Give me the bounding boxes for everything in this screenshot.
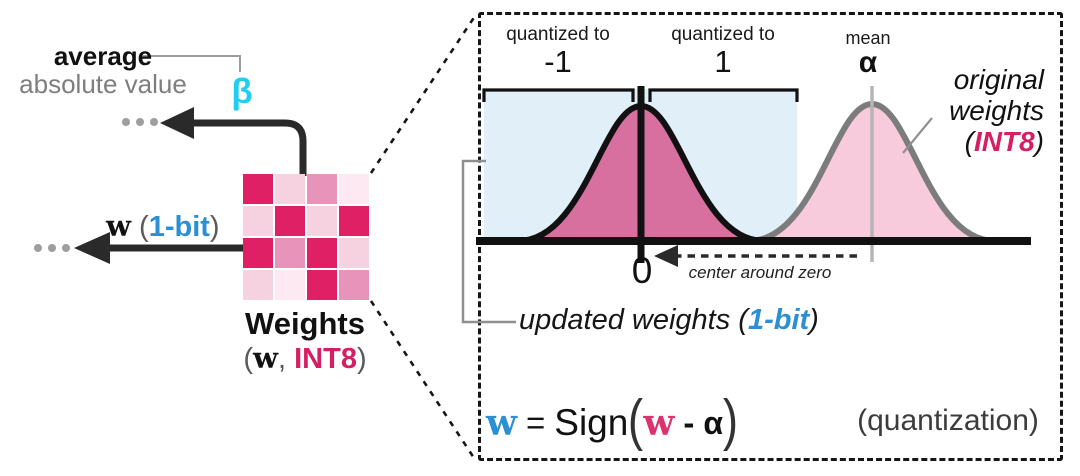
weights-matrix: [243, 174, 369, 300]
weights-title: Weights: [245, 306, 365, 341]
average-label-line2: absolute value: [19, 69, 187, 99]
alpha-symbol: α: [858, 46, 878, 79]
matrix-cell: [243, 238, 273, 268]
matrix-cell: [275, 238, 305, 268]
original-line3: (INT8): [896, 126, 1044, 157]
matrix-cell: [339, 206, 369, 236]
average-label-line1: average: [53, 41, 153, 71]
beta-arrow-line: [186, 119, 307, 176]
w-symbol: w: [253, 341, 278, 375]
zero-tick-label: 0: [631, 250, 653, 291]
quantized-value: 1: [714, 44, 732, 79]
quantized-caption: quantized to: [671, 24, 775, 45]
matrix-cell: [243, 174, 273, 204]
weights-subtitle: (w, INT8): [215, 341, 395, 376]
mean-caption: mean: [845, 28, 891, 48]
matrix-cell: [307, 238, 337, 268]
matrix-cell: [307, 174, 337, 204]
quantized-to-plus1-label: quantized to 1: [648, 24, 798, 78]
matrix-cell: [243, 206, 273, 236]
int8-text: INT8: [973, 126, 1035, 157]
matrix-cell: [339, 174, 369, 204]
int8-text: INT8: [294, 343, 357, 375]
original-weights-label: original weights (INT8): [896, 64, 1044, 157]
quantization-formula: w = Sign ( w - α ): [486, 388, 738, 452]
quantized-caption: quantized to: [506, 24, 610, 45]
open-paren: (: [738, 304, 748, 336]
matrix-cell: [275, 270, 305, 300]
close-paren: ): [209, 211, 220, 243]
quantized-to-minus1-label: quantized to -1: [482, 24, 634, 78]
formula-alpha: α: [703, 404, 723, 441]
sign-function: Sign: [554, 402, 629, 443]
average-absolute-value-label: average absolute value: [8, 42, 198, 98]
close-paren: ): [722, 388, 739, 452]
close-paren: ): [1034, 126, 1044, 157]
open-paren: (: [243, 343, 254, 375]
original-line2: weights: [949, 95, 1044, 126]
center-around-zero-note: center around zero: [688, 263, 832, 282]
1bit-text: 1-bit: [148, 211, 210, 243]
mean-alpha-label: mean α: [832, 28, 904, 78]
beta-symbol: β: [231, 72, 253, 111]
original-line1: original: [953, 64, 1044, 95]
matrix-cell: [307, 206, 337, 236]
formula-w-quantized: w: [486, 402, 517, 444]
w-1bit-label: w (1-bit): [106, 209, 220, 244]
matrix-cell: [339, 270, 369, 300]
open-paren: (: [628, 388, 644, 452]
1bit-text: 1-bit: [747, 304, 810, 336]
minus-sign: -: [683, 404, 695, 441]
ellipsis-dots-bottom: [34, 244, 70, 252]
quantized-value: -1: [544, 44, 572, 79]
ellipsis-dots-top: [122, 118, 158, 126]
w-arrow-head: [74, 232, 110, 264]
close-paren: ): [356, 343, 367, 375]
matrix-cell: [275, 174, 305, 204]
comma: ,: [278, 343, 295, 375]
matrix-cell: [307, 270, 337, 300]
matrix-cell: [339, 238, 369, 268]
open-paren: (: [139, 211, 149, 243]
updated-weights-label: updated weights (1-bit): [519, 304, 819, 337]
matrix-cell: [243, 270, 273, 300]
w-symbol: w: [106, 209, 131, 243]
beta-arrow-head: [160, 107, 194, 139]
matrix-cell: [275, 206, 305, 236]
zoom-dashed-line-bottom: [369, 300, 476, 459]
open-paren: (: [964, 126, 974, 157]
quantization-tag: (quantization): [857, 404, 1039, 437]
close-paren: ): [809, 304, 819, 336]
equals-sign: =: [526, 404, 546, 441]
zoom-dashed-line-top: [369, 12, 479, 174]
updated-text: updated weights: [519, 304, 739, 336]
formula-w-original: w: [643, 402, 675, 444]
